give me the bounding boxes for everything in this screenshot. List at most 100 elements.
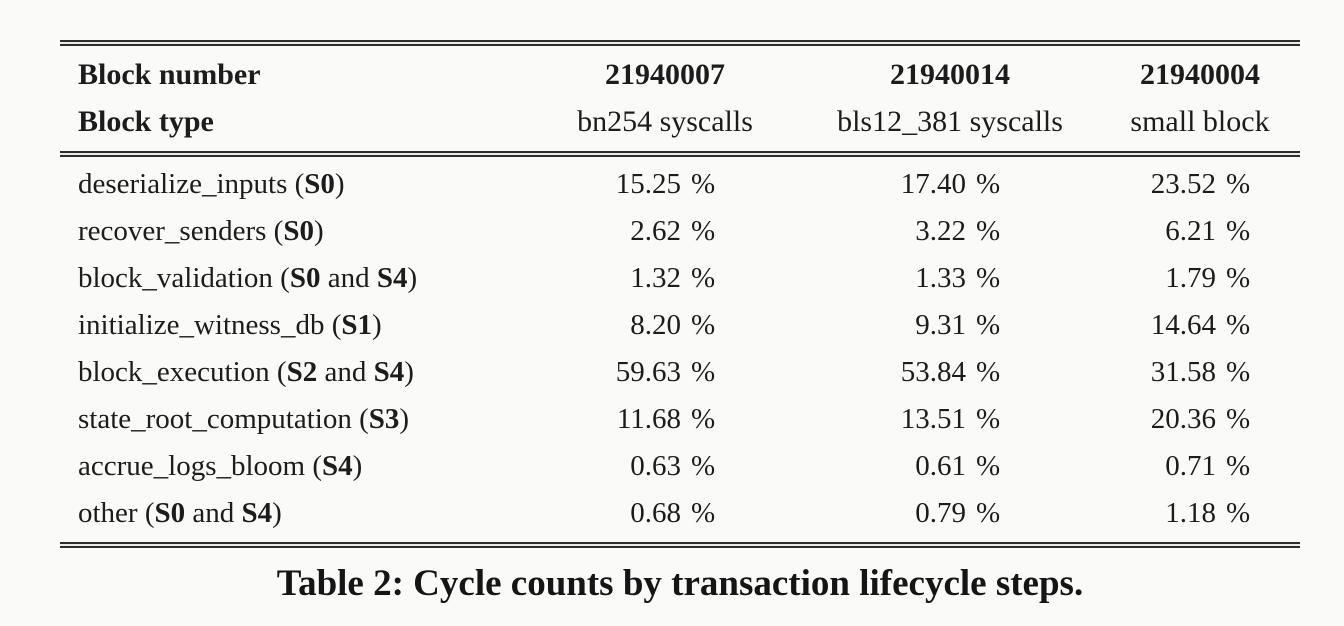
row-value-number: 1.33 — [915, 262, 966, 294]
percent-sign: % — [691, 497, 716, 529]
row-label: initialize_witness_db (S1) — [78, 309, 382, 341]
row-value-number: 0.63 — [630, 450, 681, 482]
row-value: 11.68% — [530, 396, 800, 443]
percent-sign: % — [691, 356, 716, 388]
percent-sign: % — [976, 262, 1001, 294]
percent-sign: % — [691, 309, 716, 341]
table-row: state_root_computation (S3) 11.68% 13.51… — [60, 396, 1300, 443]
row-value-number: 13.51 — [900, 403, 966, 435]
row-value-number: 1.79 — [1165, 262, 1216, 294]
percent-sign: % — [1226, 356, 1251, 388]
row-value-number: 1.18 — [1165, 497, 1216, 529]
row-value: 17.40% — [800, 161, 1100, 208]
row-value: 3.22% — [800, 208, 1100, 255]
table-row: block_validation (S0 and S4) 1.32% 1.33%… — [60, 255, 1300, 302]
row-value: 0.63% — [530, 443, 800, 490]
percent-sign: % — [1226, 215, 1251, 247]
percent-sign: % — [1226, 262, 1251, 294]
row-value: 0.79% — [800, 490, 1100, 537]
row-value-number: 0.71 — [1165, 450, 1216, 482]
row-value-number: 3.22 — [915, 215, 966, 247]
table-row: recover_senders (S0) 2.62% 3.22% 6.21% — [60, 208, 1300, 255]
row-label: recover_senders (S0) — [78, 215, 324, 247]
percent-sign: % — [976, 168, 1001, 200]
percent-sign: % — [976, 450, 1001, 482]
percent-sign: % — [691, 168, 716, 200]
row-value: 9.31% — [800, 302, 1100, 349]
table-row: deserialize_inputs (S0) 15.25% 17.40% 23… — [60, 161, 1300, 208]
row-label: other (S0 and S4) — [78, 497, 282, 529]
percent-sign: % — [691, 262, 716, 294]
table-row: initialize_witness_db (S1) 8.20% 9.31% 1… — [60, 302, 1300, 349]
table-caption: Table 2: Cycle counts by transaction lif… — [276, 563, 1084, 604]
row-value: 1.33% — [800, 255, 1100, 302]
row-value-number: 59.63 — [615, 356, 681, 388]
percent-sign: % — [691, 403, 716, 435]
row-value-number: 17.40 — [900, 168, 966, 200]
percent-sign: % — [691, 450, 716, 482]
row-value: 59.63% — [530, 349, 800, 396]
row-value-number: 0.79 — [915, 497, 966, 529]
row-value: 53.84% — [800, 349, 1100, 396]
header-label-block-type: Block type — [78, 105, 214, 138]
row-label: deserialize_inputs (S0) — [78, 168, 345, 200]
header-label-block-number: Block number — [78, 58, 261, 91]
header-row-block-type: Block type bn254 syscalls bls12_381 sysc… — [60, 98, 1300, 145]
row-value: 31.58% — [1100, 349, 1300, 396]
table-row: other (S0 and S4) 0.68% 0.79% 1.18% — [60, 490, 1300, 537]
row-value-number: 1.32 — [630, 262, 681, 294]
row-value-number: 2.62 — [630, 215, 681, 247]
row-label: state_root_computation (S3) — [78, 403, 410, 435]
row-value: 2.62% — [530, 208, 800, 255]
percent-sign: % — [976, 309, 1001, 341]
row-value: 1.79% — [1100, 255, 1300, 302]
row-value-number: 6.21 — [1165, 215, 1216, 247]
percent-sign: % — [976, 356, 1001, 388]
header-row-block-number: Block number 21940007 21940014 21940004 — [60, 51, 1300, 98]
row-value-number: 9.31 — [915, 309, 966, 341]
percent-sign: % — [1226, 403, 1251, 435]
header-block-type-col3: small block — [1130, 105, 1270, 138]
row-value-number: 53.84 — [900, 356, 966, 388]
percent-sign: % — [1226, 450, 1251, 482]
row-value-number: 0.68 — [630, 497, 681, 529]
row-value: 6.21% — [1100, 208, 1300, 255]
row-value: 0.61% — [800, 443, 1100, 490]
row-value-number: 14.64 — [1150, 309, 1216, 341]
row-label: block_validation (S0 and S4) — [78, 262, 418, 294]
row-value: 14.64% — [1100, 302, 1300, 349]
row-value-number: 20.36 — [1150, 403, 1216, 435]
percent-sign: % — [1226, 309, 1251, 341]
table-bottom-rule — [60, 542, 1300, 548]
row-value: 23.52% — [1100, 161, 1300, 208]
row-value: 1.32% — [530, 255, 800, 302]
percent-sign: % — [691, 215, 716, 247]
row-value-number: 11.68 — [616, 403, 681, 435]
cycle-counts-table: Block number 21940007 21940014 21940004 … — [60, 40, 1300, 548]
percent-sign: % — [976, 403, 1001, 435]
row-value-number: 8.20 — [630, 309, 681, 341]
row-value: 0.71% — [1100, 443, 1300, 490]
row-label: accrue_logs_bloom (S4) — [78, 450, 363, 482]
row-value-number: 23.52 — [1150, 168, 1216, 200]
row-value: 0.68% — [530, 490, 800, 537]
table-row: block_execution (S2 and S4) 59.63% 53.84… — [60, 349, 1300, 396]
header-block-number-col2: 21940014 — [890, 58, 1010, 91]
table-top-rule — [60, 40, 1300, 46]
table-body: deserialize_inputs (S0) 15.25% 17.40% 23… — [60, 157, 1300, 542]
row-value-number: 15.25 — [615, 168, 681, 200]
percent-sign: % — [976, 215, 1001, 247]
row-value: 13.51% — [800, 396, 1100, 443]
row-value: 20.36% — [1100, 396, 1300, 443]
percent-sign: % — [1226, 497, 1251, 529]
header-block-number-col3: 21940004 — [1140, 58, 1260, 91]
percent-sign: % — [976, 497, 1001, 529]
row-value: 8.20% — [530, 302, 800, 349]
header-block-type-col2: bls12_381 syscalls — [837, 105, 1063, 138]
row-value: 1.18% — [1100, 490, 1300, 537]
header-block-number-col1: 21940007 — [605, 58, 725, 91]
table-mid-rule — [60, 151, 1300, 157]
table-row: accrue_logs_bloom (S4) 0.63% 0.61% 0.71% — [60, 443, 1300, 490]
row-value-number: 31.58 — [1150, 356, 1216, 388]
